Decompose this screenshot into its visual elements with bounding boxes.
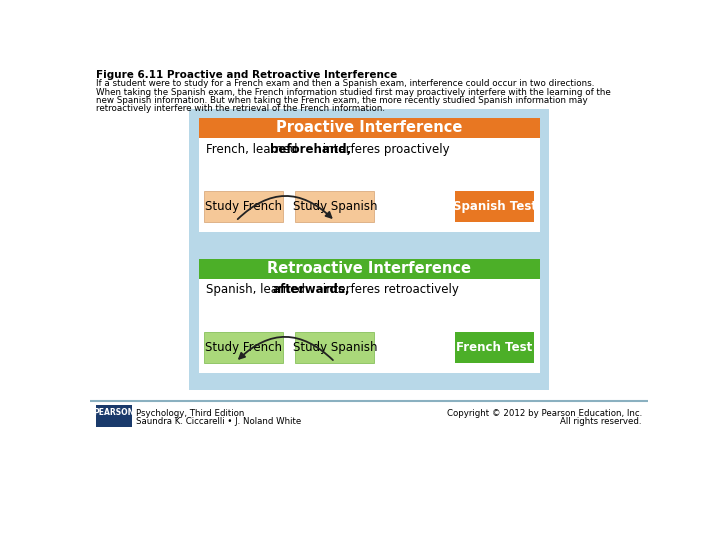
Text: French, learned: French, learned bbox=[206, 143, 302, 156]
Text: Spanish Test: Spanish Test bbox=[453, 200, 536, 213]
Text: Copyright © 2012 by Pearson Education, Inc.: Copyright © 2012 by Pearson Education, I… bbox=[446, 409, 642, 418]
Text: new Spanish information. But when taking the French exam, the more recently stud: new Spanish information. But when taking… bbox=[96, 96, 588, 105]
Text: Study French: Study French bbox=[205, 341, 282, 354]
Text: Saundra K. Ciccarelli • J. Noland White: Saundra K. Ciccarelli • J. Noland White bbox=[137, 417, 302, 426]
Text: When taking the Spanish exam, the French information studied first may proactive: When taking the Spanish exam, the French… bbox=[96, 87, 611, 97]
FancyBboxPatch shape bbox=[96, 405, 132, 427]
Text: Figure 6.11 Proactive and Retroactive Interference: Figure 6.11 Proactive and Retroactive In… bbox=[96, 70, 397, 80]
Text: French Test: French Test bbox=[456, 341, 533, 354]
FancyBboxPatch shape bbox=[455, 332, 534, 363]
Text: Study Spanish: Study Spanish bbox=[292, 341, 377, 354]
FancyArrowPatch shape bbox=[238, 196, 331, 219]
FancyBboxPatch shape bbox=[199, 118, 539, 138]
FancyBboxPatch shape bbox=[204, 191, 283, 222]
FancyBboxPatch shape bbox=[199, 118, 539, 232]
Text: interferes retroactively: interferes retroactively bbox=[320, 284, 459, 296]
FancyBboxPatch shape bbox=[199, 259, 539, 279]
Text: interferes proactively: interferes proactively bbox=[320, 143, 450, 156]
Text: If a student were to study for a French exam and then a Spanish exam, interferen: If a student were to study for a French … bbox=[96, 79, 595, 89]
Text: retroactively interfere with the retrieval of the French information.: retroactively interfere with the retriev… bbox=[96, 104, 385, 113]
Text: Study French: Study French bbox=[205, 200, 282, 213]
Text: Psychology, Third Edition: Psychology, Third Edition bbox=[137, 409, 245, 418]
FancyBboxPatch shape bbox=[204, 332, 283, 363]
Text: beforehand,: beforehand, bbox=[270, 143, 351, 156]
Text: Proactive Interference: Proactive Interference bbox=[276, 120, 462, 136]
Text: All rights reserved.: All rights reserved. bbox=[560, 417, 642, 426]
Text: PEARSON: PEARSON bbox=[94, 408, 135, 417]
FancyBboxPatch shape bbox=[455, 191, 534, 222]
Text: afterwards,: afterwards, bbox=[273, 284, 351, 296]
Text: Spanish, learned: Spanish, learned bbox=[206, 284, 309, 296]
Text: Study Spanish: Study Spanish bbox=[292, 200, 377, 213]
FancyBboxPatch shape bbox=[189, 109, 549, 390]
FancyBboxPatch shape bbox=[295, 332, 374, 363]
FancyBboxPatch shape bbox=[295, 191, 374, 222]
FancyBboxPatch shape bbox=[199, 259, 539, 373]
Text: Retroactive Interference: Retroactive Interference bbox=[267, 261, 471, 276]
FancyArrowPatch shape bbox=[239, 337, 333, 360]
